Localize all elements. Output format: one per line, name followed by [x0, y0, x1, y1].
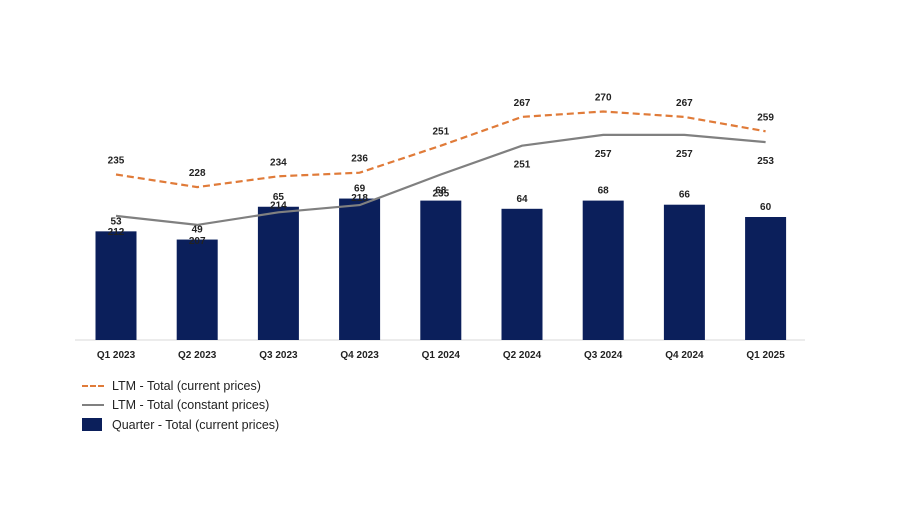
bar-q1-2023	[95, 231, 137, 340]
bar-data-label: 53	[110, 216, 122, 227]
ltm-constant-data-label: 207	[189, 236, 206, 247]
ltm-current-data-label: 270	[595, 93, 612, 104]
x-tick-label: Q1 2023	[97, 350, 136, 361]
bar-data-label: 49	[192, 225, 204, 236]
ltm-constant-data-label: 212	[108, 227, 125, 238]
bar-q2-2024	[501, 208, 543, 340]
bar-q3-2023	[257, 206, 299, 340]
ltm-constant-data-label: 257	[676, 149, 693, 160]
legend-item-ltm-constant: LTM - Total (constant prices)	[82, 396, 279, 416]
ltm-constant-data-label: 251	[514, 160, 531, 171]
ltm-current-data-label: 267	[676, 98, 693, 109]
bar-q1-2024	[420, 200, 462, 340]
legend-label: Quarter - Total (current prices)	[112, 417, 280, 432]
line-ltm-constant	[115, 133, 766, 227]
legend-label: LTM - Total (current prices)	[112, 378, 261, 393]
ltm-constant-data-label: 253	[757, 156, 774, 167]
ltm-current-data-label: 235	[108, 156, 125, 167]
x-tick-label: Q4 2023	[340, 350, 379, 361]
legend-swatch-dashed-line	[82, 384, 104, 387]
bar-q1-2025	[745, 217, 787, 340]
ltm-current-data-label: 251	[432, 127, 449, 138]
bar-q4-2023	[339, 198, 381, 340]
x-tick-label: Q1 2025	[746, 350, 785, 361]
legend-label: LTM - Total (constant prices)	[112, 398, 270, 413]
line-series	[115, 110, 766, 227]
bar-data-label: 65	[273, 192, 285, 203]
x-tick-label: Q1 2024	[422, 350, 461, 361]
data-labels: 53 49 65 69 68 64 68 66 60 235 228 234 236 251 267 270 2…	[108, 93, 775, 247]
ltm-current-data-label: 267	[514, 98, 531, 109]
bar-data-label: 60	[760, 202, 772, 213]
x-tick-labels: Q1 2023 Q2 2023 Q3 2023 Q4 2023 Q1 2024 Q2 20…	[97, 350, 785, 361]
bar-q4-2024	[663, 204, 705, 340]
ltm-constant-data-label: 218	[351, 193, 368, 204]
ltm-constant-data-label: 214	[270, 200, 287, 211]
ltm-current-data-label: 228	[189, 168, 206, 179]
bar-q3-2024	[582, 200, 624, 340]
legend-item-quarter: Quarter - Total (current prices)	[82, 415, 279, 435]
bar-data-label: 69	[354, 184, 366, 195]
bar-data-label: 66	[679, 190, 691, 201]
ltm-current-data-label: 236	[351, 154, 368, 165]
legend: LTM - Total (current prices) LTM - Total…	[82, 376, 279, 435]
bar-data-label: 68	[598, 186, 610, 197]
x-tick-label: Q3 2024	[584, 350, 623, 361]
ltm-constant-data-label: 235	[432, 189, 449, 200]
ltm-constant-data-label: 257	[595, 149, 612, 160]
bar-q2-2023	[176, 239, 218, 340]
legend-swatch-solid-line	[82, 404, 104, 407]
legend-swatch-bar	[82, 418, 102, 432]
bar-data-label: 64	[516, 194, 528, 205]
x-tick-label: Q2 2023	[178, 350, 217, 361]
bar-data-label: 68	[435, 186, 447, 197]
x-tick-label: Q2 2024	[503, 350, 542, 361]
line-ltm-current	[115, 110, 766, 189]
x-tick-label: Q3 2023	[259, 350, 298, 361]
legend-item-ltm-current: LTM - Total (current prices)	[82, 376, 279, 396]
bar-series	[95, 198, 787, 340]
ltm-current-data-label: 259	[757, 112, 774, 123]
x-tick-label: Q4 2024	[665, 350, 704, 361]
ltm-current-data-label: 234	[270, 157, 287, 168]
